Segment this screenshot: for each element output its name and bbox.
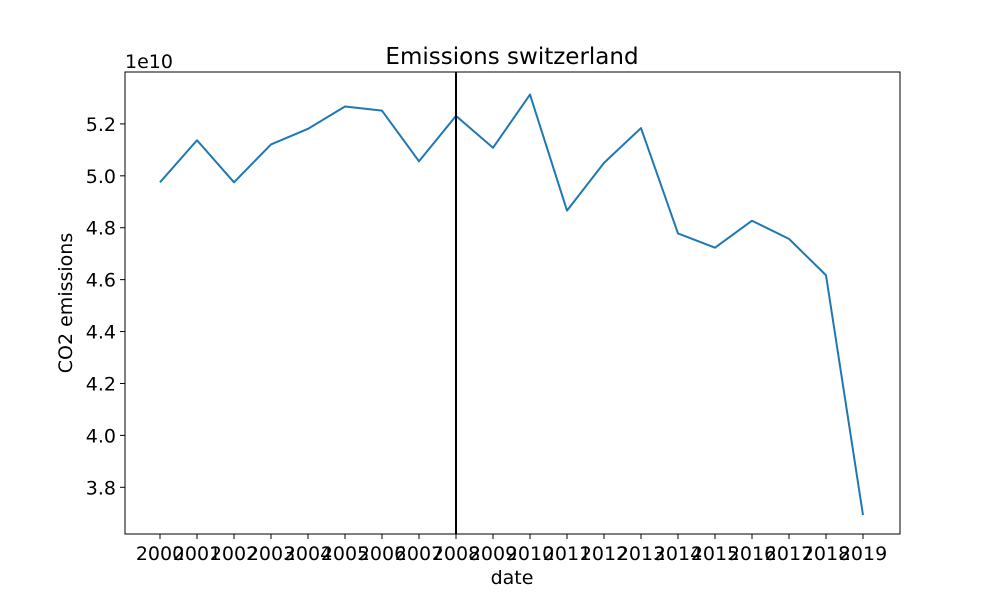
x-tick-label: 2000 [136,543,184,565]
x-tick-label: 2004 [284,543,332,565]
x-tick-label: 2005 [321,543,369,565]
y-tick-label: 4.2 [86,373,116,395]
x-axis-label: date [491,567,534,589]
chart-title: Emissions switzerland [385,44,638,70]
y-axis-label: CO2 emissions [55,233,77,373]
x-tick-label: 2010 [506,543,554,565]
x-tick-label: 2006 [358,543,406,565]
plot-area [159,72,864,534]
x-tick-label: 2012 [580,543,628,565]
x-tick-label: 2014 [654,543,702,565]
x-axis: 2000200120022003200420052006200720082009… [136,534,887,565]
y-tick-label: 5.2 [86,114,116,136]
x-tick-label: 2016 [728,543,776,565]
x-tick-label: 2003 [247,543,295,565]
y-tick-label: 3.8 [86,477,116,499]
x-tick-label: 2013 [617,543,665,565]
x-tick-label: 2007 [395,543,443,565]
x-tick-label: 2008 [432,543,480,565]
y-offset-label: 1e10 [125,51,173,73]
y-tick-label: 4.0 [86,425,116,447]
y-tick-label: 4.6 [86,270,116,292]
y-tick-label: 4.4 [86,322,116,344]
x-tick-label: 2001 [173,543,221,565]
plot-frame [124,71,901,535]
x-tick-label: 2019 [839,543,887,565]
x-tick-label: 2002 [210,543,258,565]
x-tick-label: 2015 [691,543,739,565]
series-line-0 [159,93,864,516]
y-tick-label: 5.0 [86,166,116,188]
x-tick-label: 2009 [469,543,517,565]
x-tick-label: 2011 [543,543,591,565]
x-tick-label: 2018 [802,543,850,565]
y-tick-label: 4.8 [86,218,116,240]
y-axis: 3.8 4.0 4.2 4.4 4.6 4.8 5.0 5.2 [86,114,125,499]
x-tick-label: 2017 [765,543,813,565]
